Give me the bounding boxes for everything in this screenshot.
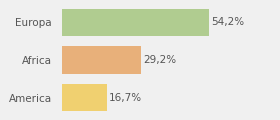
Text: 16,7%: 16,7%	[109, 93, 142, 103]
Text: 54,2%: 54,2%	[211, 17, 244, 27]
Text: 29,2%: 29,2%	[143, 55, 176, 65]
Bar	[62, 84, 107, 111]
Bar	[62, 46, 141, 74]
Bar	[62, 9, 209, 36]
